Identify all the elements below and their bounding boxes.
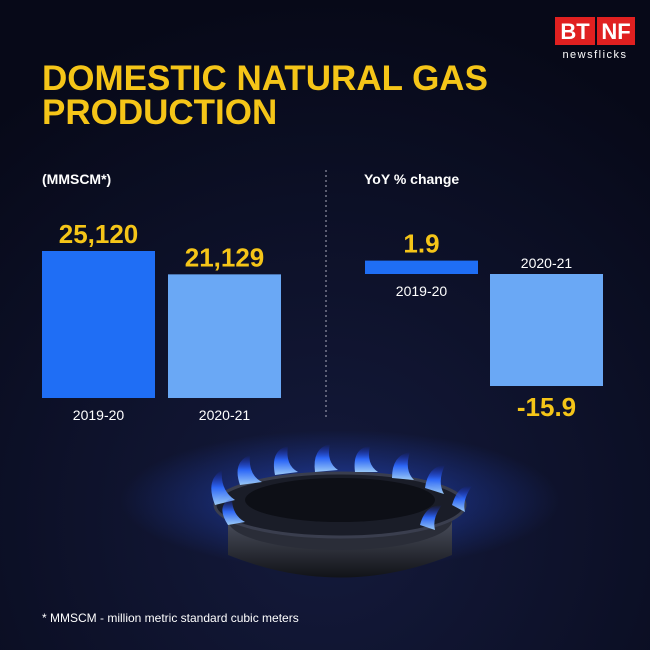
logo-text: NF <box>601 19 630 44</box>
category-label: 2020-21 <box>521 255 573 271</box>
title-line: PRODUCTION <box>42 93 277 132</box>
category-label: 2019-20 <box>73 407 125 423</box>
title-line: DOMESTIC NATURAL GAS <box>42 59 488 98</box>
logo-box <box>555 17 595 45</box>
value-label: -15.9 <box>517 392 576 422</box>
bar <box>42 251 155 398</box>
bar <box>365 260 478 274</box>
bar <box>168 274 281 398</box>
category-label: 2019-20 <box>396 283 448 299</box>
value-label: 1.9 <box>403 229 439 259</box>
logo-tagline: newsflicks <box>562 49 627 61</box>
axis-label: (MMSCM*) <box>42 171 111 187</box>
stove-illustration <box>120 430 560 578</box>
value-label: 25,120 <box>59 219 139 249</box>
logo-box <box>597 17 635 45</box>
value-label: 21,129 <box>185 242 265 272</box>
category-label: 2020-21 <box>199 407 251 423</box>
footnote: * MMSCM - million metric standard cubic … <box>42 611 299 625</box>
axis-label: YoY % change <box>364 171 459 187</box>
bar <box>490 274 603 386</box>
logo-text: BT <box>560 19 590 44</box>
